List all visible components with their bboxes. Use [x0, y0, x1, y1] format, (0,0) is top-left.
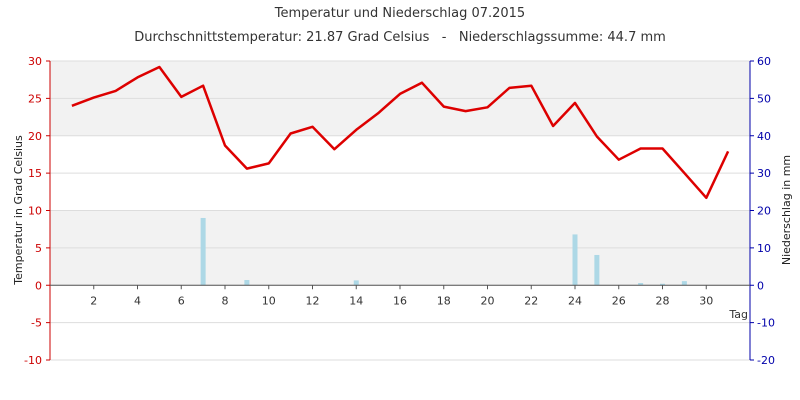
background-band — [50, 322, 750, 360]
precipitation-bar — [572, 234, 578, 286]
x-tick-label: 8 — [222, 294, 229, 307]
x-axis-label: Tag — [728, 308, 748, 321]
right-tick-label: 30 — [757, 167, 771, 180]
left-tick-label: 20 — [28, 130, 42, 143]
x-tick-label: 16 — [393, 294, 407, 307]
y-axis-right-label: Niederschlag in mm — [780, 155, 793, 265]
chart-title: Temperatur und Niederschlag 07.2015 — [274, 6, 525, 21]
precipitation-bar — [660, 283, 665, 286]
background-bands — [50, 61, 750, 360]
y-axis-left-label: Temperatur in Grad Celsius — [12, 135, 25, 286]
precipitation-bar — [244, 280, 250, 286]
x-tick-label: 12 — [306, 294, 320, 307]
right-tick-label: 10 — [757, 242, 771, 255]
background-band — [50, 210, 750, 248]
x-tick-label: 2 — [90, 294, 97, 307]
x-tick-label: 20 — [481, 294, 495, 307]
left-tick-label: 10 — [28, 205, 42, 218]
x-tick-label: 26 — [612, 294, 626, 307]
left-tick-label: 5 — [35, 242, 42, 255]
left-tick-label: 0 — [35, 279, 42, 292]
x-tick-label: 24 — [568, 294, 582, 307]
background-band — [50, 135, 750, 174]
right-tick-label: 0 — [757, 279, 764, 292]
right-tick-label: 20 — [757, 205, 771, 218]
left-tick-label: 30 — [28, 55, 42, 68]
right-tick-label: 50 — [757, 92, 771, 105]
x-tick-label: 28 — [656, 294, 670, 307]
chart-subtitle: Durchschnittstemperatur: 21.87 Grad Cels… — [134, 30, 666, 45]
precipitation-bar — [638, 283, 644, 286]
right-tick-label: 40 — [757, 130, 771, 143]
x-tick-label: 4 — [134, 294, 141, 307]
temperature-series — [71, 65, 730, 200]
precipitation-bar — [594, 254, 600, 286]
left-tick-label: -10 — [24, 354, 42, 367]
background-band — [50, 173, 750, 211]
right-tick-label: -20 — [757, 354, 775, 367]
precipitation-bar — [200, 217, 206, 286]
x-tick-label: 14 — [349, 294, 363, 307]
precipitation-bar — [353, 280, 359, 286]
x-tick-label: 10 — [262, 294, 276, 307]
x-tick-label: 22 — [524, 294, 538, 307]
precipitation-bars — [200, 217, 687, 286]
right-tick-label: 60 — [757, 55, 771, 68]
background-band — [50, 247, 750, 286]
x-tick-label: 18 — [437, 294, 451, 307]
x-tick-label: 30 — [699, 294, 713, 307]
x-tick-label: 6 — [178, 294, 185, 307]
left-tick-label: 15 — [28, 167, 42, 180]
background-band — [50, 61, 750, 99]
left-tick-label: -5 — [31, 317, 42, 330]
background-band — [50, 285, 750, 323]
temperature-line — [71, 65, 730, 200]
background-band — [50, 98, 750, 136]
right-tick-label: -10 — [757, 317, 775, 330]
left-tick-label: 25 — [28, 92, 42, 105]
precipitation-bar — [681, 281, 687, 286]
